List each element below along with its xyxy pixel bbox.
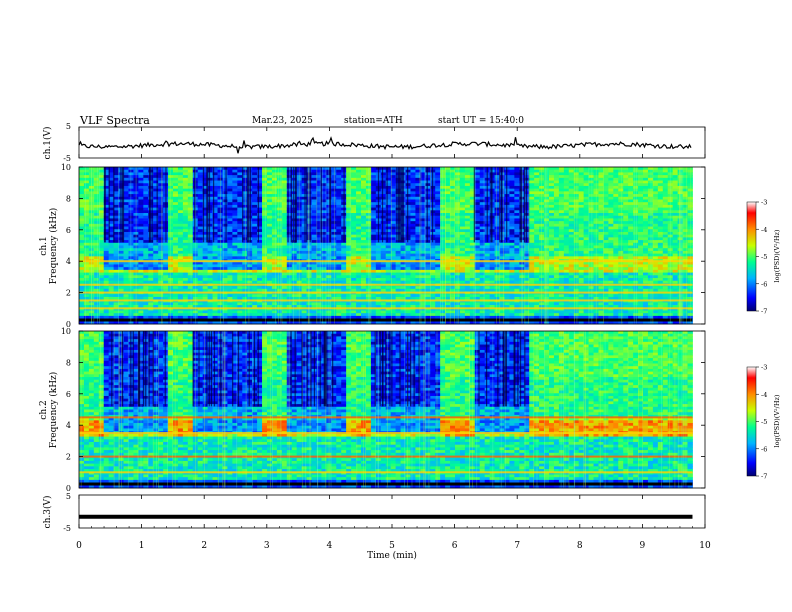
ch2-spec-ytick-label: 10 (61, 327, 71, 336)
ch3-ylabel: ch.3(V) (42, 496, 53, 529)
ch1-spectrogram-image (79, 167, 693, 325)
ch1-ytick-top: 5 (66, 122, 71, 131)
ch1-spec-ytick-label: 2 (66, 289, 71, 298)
ch1-colorbar-tick-label: -7 (761, 308, 767, 316)
ch3-waveform-frame (78, 494, 706, 529)
ch1-spec-ytick-label: 6 (66, 226, 71, 235)
ch1-waveform-line (78, 136, 692, 154)
x-axis-label: Time (min) (367, 550, 417, 561)
x-tick-label: 7 (514, 541, 520, 551)
ch2-spectrogram-frame (78, 330, 706, 489)
ch2-colorbar-tick-label: -5 (761, 418, 767, 426)
x-tick-label: 5 (389, 541, 395, 551)
ch1-spec-ylabel: ch.1 (39, 236, 49, 255)
ch2-spec-ylabel: ch.2 (39, 400, 49, 419)
ch2-spec-ylabel-frequency: Frequency (kHz) (48, 372, 59, 449)
x-tick-label: 8 (577, 541, 583, 551)
ch2-colorbar-tick-label: -6 (761, 445, 767, 453)
ch2-spec-ytick-label: 6 (66, 390, 71, 399)
ch1-spec-ytick-label: 8 (66, 194, 71, 203)
x-tick-label: 2 (201, 541, 207, 551)
x-tick-label: 9 (640, 541, 646, 551)
x-tick-label: 10 (699, 541, 711, 551)
ch1-waveform-frame (78, 126, 706, 159)
ch2-colorbar-tick-label: -4 (761, 391, 767, 399)
ch1-spec-ylabel-frequency: Frequency (kHz) (48, 208, 59, 285)
date-label: Mar.23, 2025 (252, 116, 313, 126)
ch1-spectrogram-frame (78, 166, 706, 325)
x-tick-label: 3 (264, 541, 270, 551)
ch3-ytick-top: 5 (66, 492, 71, 501)
ch1-spec-ytick-label: 10 (61, 163, 71, 172)
ch2-spectrogram-image (79, 331, 693, 489)
ch1-colorbar-tick-label: -5 (761, 253, 767, 261)
ch1-ylabel: ch.1(V) (42, 127, 53, 160)
x-tick-label: 6 (452, 541, 458, 551)
ch3-waveform-panel: 5 -5 ch.3(V) 0 1 2 3 4 5 6 7 8 9 10 Time (min) (42, 127, 711, 561)
ch1-spec-ytick-label: 0 (66, 320, 71, 329)
ch2-colorbar-tick-label: -7 (761, 473, 767, 481)
ch2-spec-ytick-label: 2 (66, 453, 71, 462)
ch1-ytick-bottom: -5 (63, 154, 71, 163)
x-tick-label: 1 (139, 541, 145, 551)
x-tick-label: 0 (76, 541, 82, 551)
figure-title: VLF Spectra (79, 114, 150, 127)
ch1-colorbar-label: log(PSD)(V²/Hz) (773, 229, 781, 282)
ch2-spec-ytick-label: 0 (66, 484, 71, 493)
x-tick-label: 4 (327, 541, 333, 551)
ch2-colorbar (746, 366, 757, 477)
ch1-colorbar-tick-label: -4 (761, 226, 767, 234)
ch2-colorbar-label: log(PSD)(V²/Hz) (773, 394, 781, 447)
ch1-colorbar-tick-label: -6 (761, 280, 767, 288)
station-label: station=ATH (344, 116, 403, 126)
ch2-spec-ytick-label: 8 (66, 358, 71, 367)
ch1-spec-ytick-label: 4 (66, 257, 71, 266)
ch1-colorbar (746, 201, 757, 312)
ch2-spec-ytick-label: 4 (66, 421, 71, 430)
ch1-colorbar-tick-label: -3 (761, 199, 767, 207)
start-time-label: start UT = 15:40:0 (438, 116, 524, 126)
ch3-ytick-bottom: -5 (63, 524, 71, 533)
ch2-colorbar-tick-label: -3 (761, 364, 767, 372)
